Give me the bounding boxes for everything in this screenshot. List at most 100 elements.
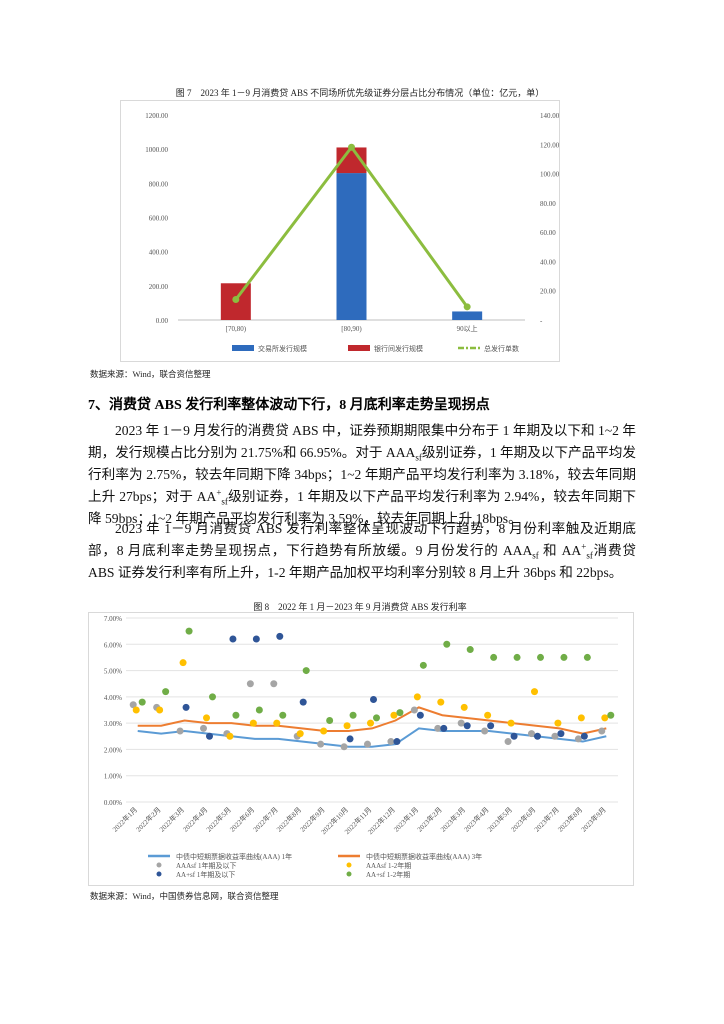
scatter-point	[577, 714, 585, 722]
scatter-point	[484, 711, 492, 719]
scatter-point	[320, 727, 328, 735]
y-tick-label: 3.00%	[104, 720, 122, 728]
scatter-point	[410, 706, 418, 714]
scatter-point	[299, 698, 307, 706]
scatter-point	[349, 711, 357, 719]
scatter-point	[203, 714, 210, 722]
scatter-point	[252, 635, 260, 643]
bar	[452, 311, 483, 320]
scatter-point	[531, 688, 538, 696]
paragraph: 2023 年 1－9 月发行的消费贷 ABS 中，证券预期期限集中分布于 1 年…	[88, 420, 636, 530]
legend-swatch	[346, 871, 352, 877]
y2-tick-label: -	[540, 317, 543, 325]
y-tick-label: 4.00%	[104, 694, 122, 702]
y-tick-label: 600.00	[149, 215, 169, 223]
figure-caption: 图 7 2023 年 1－9 月消费贷 ABS 不同场所优先级证券分层占比分布情…	[175, 88, 545, 98]
scatter-point	[370, 695, 377, 703]
text: sf	[221, 496, 228, 507]
scatter-point	[463, 722, 471, 730]
scatter-point	[598, 727, 606, 735]
scatter-point	[273, 719, 281, 727]
y-tick-label: 1000.00	[145, 146, 168, 154]
scatter-point	[437, 698, 445, 706]
legend-swatch	[156, 862, 162, 868]
scatter-point	[255, 706, 263, 714]
scatter-point	[132, 706, 140, 714]
source: 数据来源：Wind，联合资信整理	[90, 369, 211, 379]
y2-tick-label: 40.00	[540, 258, 556, 266]
legend-label: AAAsf 1-2年期	[366, 861, 411, 870]
scatter-point	[129, 701, 137, 709]
scatter-point	[510, 732, 518, 740]
scatter-point	[232, 711, 240, 719]
scatter-point	[601, 714, 609, 722]
scatter-point	[419, 661, 427, 669]
figure-caption: 图 8 2022 年 1 月－2023 年 9 月消费贷 ABS 发行利率	[253, 602, 467, 612]
text: 级别证券，1 年期及以下产品平均发行利率为 2.75%，较去年同期下降 34bp…	[88, 445, 636, 504]
chart: 0.00% 1.00% 2.00% 3.00% 4.00% 5.00% 6.00% 7.00%…	[88, 612, 634, 886]
scatter-point	[507, 719, 515, 727]
scatter-point	[373, 714, 380, 722]
legend-swatch	[346, 862, 352, 868]
legend-label: 总发行单数	[484, 344, 519, 353]
scatter-point	[537, 653, 544, 661]
scatter-point	[249, 719, 257, 727]
scatter-point	[574, 735, 582, 743]
y-tick-label: 800.00	[149, 180, 169, 188]
y-tick-label: 1.00%	[104, 773, 122, 781]
text: +	[216, 487, 222, 498]
scatter-point	[607, 711, 615, 719]
line-point	[232, 296, 240, 303]
text: sf	[532, 550, 539, 561]
text: +	[581, 541, 587, 552]
scatter-point	[229, 635, 237, 643]
scatter-point	[528, 730, 535, 738]
scatter-point	[138, 698, 146, 706]
scatter-point	[390, 711, 398, 719]
text: 消费贷 ABS 证券发行利率有所上升，1-2 年期产品加权平均利率分别较 8 月…	[88, 543, 636, 580]
y-tick-label: 5.00%	[104, 668, 122, 676]
scatter-point	[504, 738, 512, 746]
x-tick-label: 2023年9月	[579, 805, 608, 834]
scatter-point	[440, 724, 448, 732]
scatter-point	[554, 719, 562, 727]
chart-frame	[88, 612, 634, 886]
scatter-point	[317, 740, 325, 748]
scatter-point	[209, 693, 216, 701]
legend-label: 中债中短期票据收益率曲线(AAA) 3年	[366, 852, 482, 861]
figure-caption-wrap: 图 8 2022 年 1 月－2023 年 9 月消费贷 ABS 发行利率	[80, 600, 640, 612]
y2-tick-label: 140.00	[540, 112, 560, 120]
scatter-point	[513, 653, 521, 661]
scatter-point	[481, 727, 489, 735]
scatter-point	[176, 727, 184, 735]
text: sf	[415, 452, 422, 463]
legend-swatch	[232, 345, 254, 351]
scatter-point	[343, 722, 351, 730]
section-heading: 7、消费贷 ABS 发行利率整体波动下行，8 月底利率走势呈现拐点	[88, 398, 490, 413]
source: 数据来源：Wind，中国债券信息网，联合资信整理	[90, 891, 279, 901]
text: 级别证券，1 年期及以下产品平均发行利率为 2.94%，较去年同期下降 59bp…	[88, 489, 636, 526]
scatter-point	[182, 703, 190, 711]
y2-tick-label: 20.00	[540, 288, 556, 296]
scatter-point	[434, 724, 442, 732]
figure-caption-wrap: 图 7 2023 年 1－9 月消费贷 ABS 不同场所优先级证券分层占比分布情…	[80, 86, 640, 98]
y2-tick-label: 80.00	[540, 200, 556, 208]
y2-tick-label: 60.00	[540, 229, 556, 237]
scatter-point	[302, 667, 310, 675]
scatter-point	[276, 632, 284, 640]
line	[137, 727, 607, 748]
scatter-point	[340, 743, 348, 751]
line-point	[463, 303, 471, 311]
legend-swatch	[348, 345, 370, 351]
scatter-point	[557, 730, 565, 738]
scatter-point	[206, 732, 213, 740]
scatter-point	[457, 719, 465, 727]
scatter-point	[364, 740, 371, 748]
y-tick-label: 0.00%	[104, 799, 122, 807]
line	[137, 706, 607, 735]
y-tick-label: 6.00%	[104, 641, 122, 649]
bar	[336, 173, 367, 320]
y2-tick-label: 120.00	[540, 141, 560, 149]
scatter-point	[490, 653, 498, 661]
chart-frame	[120, 100, 560, 362]
